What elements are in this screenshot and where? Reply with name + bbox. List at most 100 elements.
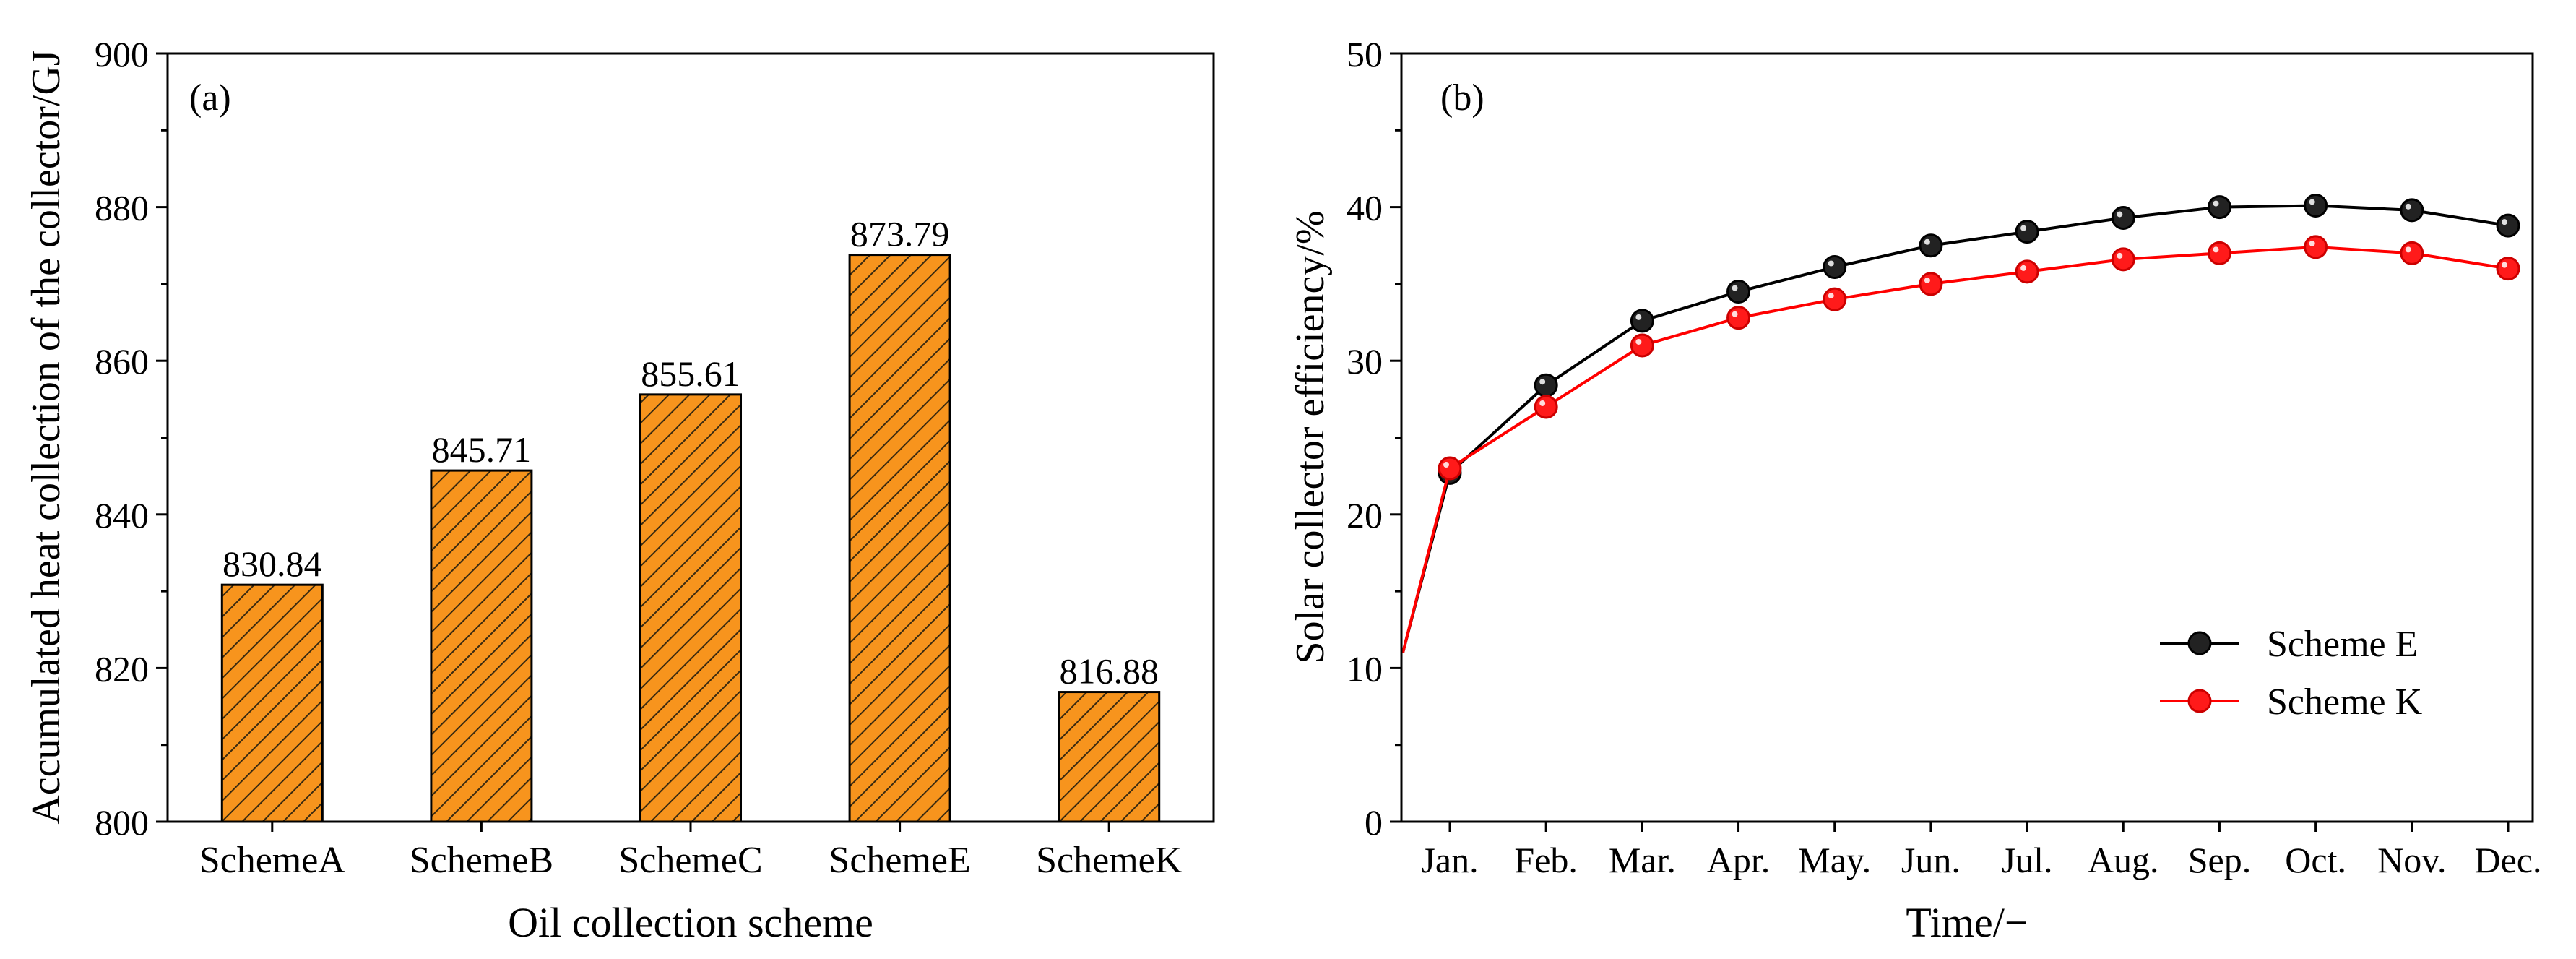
legend-label: Scheme K: [2267, 681, 2423, 723]
data-point: [1919, 233, 1943, 258]
data-point: [1823, 287, 1847, 311]
y-tick-label: 10: [1347, 648, 1383, 689]
x-tick-label: Aug.: [2088, 840, 2159, 880]
panel-label: (a): [189, 77, 231, 119]
x-tick-label: Jun.: [1901, 840, 1961, 880]
marker-highlight: [1635, 314, 1642, 320]
y-tick-label: 0: [1365, 802, 1383, 843]
legend-marker: [2187, 689, 2212, 713]
y-tick-label: 840: [95, 495, 149, 536]
data-point: [1726, 280, 1751, 304]
x-tick-label: May.: [1798, 840, 1871, 880]
data-point: [1726, 306, 1751, 330]
data-point: [2111, 205, 2135, 230]
marker-highlight: [2309, 240, 2315, 246]
x-tick-label: Apr.: [1707, 840, 1771, 880]
marker-highlight: [2502, 262, 2507, 268]
marker-highlight: [1732, 311, 1738, 317]
data-point: [2496, 213, 2520, 238]
x-tick-label: Nov.: [2377, 840, 2446, 880]
data-point: [2015, 259, 2039, 284]
y-axis-ticks: 0 10 20 30 40 50: [1347, 34, 1401, 843]
data-point: [2111, 247, 2135, 272]
y-tick-label: 900: [95, 34, 149, 74]
y-axis-title: Solar collector efficiency/%: [1288, 210, 1333, 663]
line-series: [1401, 193, 2520, 653]
data-point: [2304, 193, 2328, 218]
data-point: [1630, 309, 1654, 333]
bar-chart-panel-a: 800 820 840 860 880 900 830.84 845.71 855.61 873…: [24, 34, 1215, 946]
data-point: [2207, 241, 2231, 265]
data-point: [1438, 456, 1462, 481]
bar-SchemeE: [848, 254, 951, 823]
marker-highlight: [1539, 400, 1546, 406]
line-chart-panel-b: 0 10 20 30 40 50 Jan. Feb. Mar. Apr. May. Jun. Jul.…: [1288, 34, 2542, 946]
marker-highlight: [1443, 462, 1449, 468]
data-point: [1823, 255, 1847, 280]
marker-highlight: [2117, 252, 2123, 259]
data-point: [1534, 395, 1558, 419]
marker-highlight: [2117, 211, 2123, 218]
legend-marker: [2187, 631, 2212, 655]
marker-highlight: [1924, 238, 1930, 245]
plot-frame: [1400, 52, 2534, 823]
data-point: [2304, 235, 2328, 259]
y-tick-label: 20: [1347, 495, 1383, 536]
bar-value-labels: 830.84 845.71 855.61 873.79 816.88: [222, 214, 1159, 692]
marker-highlight: [2405, 246, 2411, 253]
marker-highlight: [1828, 260, 1834, 267]
marker-highlight: [2405, 203, 2411, 210]
x-axis-title: Time/−: [1906, 899, 2028, 946]
panel-label: (b): [1440, 77, 1484, 119]
bar-value-label: 873.79: [850, 214, 950, 254]
y-tick-label: 860: [95, 341, 149, 382]
marker-highlight: [2213, 200, 2219, 207]
x-tick-label: SchemeK: [1036, 840, 1183, 881]
y-tick-label: 880: [95, 188, 149, 228]
bar-SchemeB: [430, 469, 533, 823]
x-axis-ticks: Jan. Feb. Mar. Apr. May. Jun. Jul. Aug. Sep. Oct.…: [1421, 822, 2542, 880]
bar-SchemeA: [220, 583, 324, 823]
y-tick-label: 40: [1347, 188, 1383, 228]
data-point: [1534, 373, 1558, 397]
x-tick-label: SchemeB: [410, 840, 553, 881]
y-axis-title: Accumulated heat collection of the colle…: [24, 50, 69, 824]
marker-highlight: [2213, 246, 2219, 253]
data-point: [2207, 195, 2231, 220]
data-point: [2400, 198, 2424, 223]
marker-highlight: [2020, 265, 2027, 271]
data-point: [2015, 220, 2039, 244]
y-tick-label: 820: [95, 648, 149, 689]
x-tick-label: Oct.: [2285, 840, 2346, 880]
y-tick-label: 30: [1347, 341, 1383, 382]
marker-highlight: [1828, 293, 1834, 299]
x-tick-label: SchemeE: [829, 840, 970, 881]
marker-highlight: [1635, 338, 1642, 345]
x-tick-label: SchemeA: [199, 840, 346, 881]
marker-highlight: [2309, 199, 2315, 205]
series-line-scheme-k: [1401, 245, 2509, 653]
marker-highlight: [2502, 219, 2507, 225]
x-tick-label: Sep.: [2188, 840, 2252, 880]
bar-value-label: 855.61: [641, 353, 740, 394]
marker-highlight: [1924, 277, 1930, 283]
marker-highlight: [1732, 285, 1738, 291]
y-tick-label: 800: [95, 802, 149, 843]
x-tick-label: Mar.: [1609, 840, 1676, 880]
x-tick-label: Jan.: [1421, 840, 1478, 880]
x-tick-label: SchemeC: [618, 840, 762, 881]
bar-series: [220, 254, 1161, 823]
bar-SchemeK: [1058, 691, 1161, 823]
y-tick-label: 50: [1347, 34, 1383, 74]
x-axis-title: Oil collection scheme: [508, 899, 873, 946]
legend-label: Scheme E: [2267, 624, 2418, 665]
bar-SchemeC: [639, 393, 743, 823]
x-axis-tick-labels: SchemeA SchemeB SchemeC SchemeE SchemeK: [199, 822, 1183, 881]
plot-frame: [166, 52, 1215, 823]
legend: Scheme E Scheme K: [2160, 624, 2423, 723]
data-point: [1630, 333, 1654, 358]
data-point: [1919, 272, 1943, 296]
x-tick-label: Jul.: [2002, 840, 2053, 880]
bar-value-label: 830.84: [222, 543, 322, 584]
bar-value-label: 816.88: [1059, 651, 1159, 692]
